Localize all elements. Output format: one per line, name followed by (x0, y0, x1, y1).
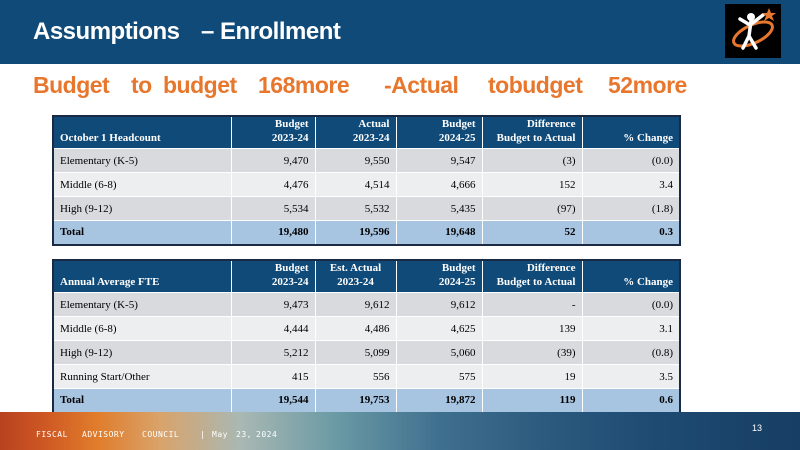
table-cell: 9,547 (395, 148, 483, 173)
table-cell: (0.0) (581, 148, 681, 173)
row-label: High (9-12) (52, 340, 232, 365)
column-header: % Change (581, 259, 681, 293)
subtitle-word: 52more (608, 72, 687, 98)
table-cell: 4,514 (314, 172, 397, 197)
subtitle-word: tobudget (488, 72, 583, 98)
table-cell: 152 (481, 172, 583, 197)
column-header: Est. Actual 2023-24 (314, 259, 397, 293)
title-bar (0, 0, 800, 64)
table-cell: 5,099 (314, 340, 397, 365)
table-cell: 556 (314, 364, 397, 389)
table-cell: 5,534 (230, 196, 316, 221)
column-header: Difference Budget to Actual (481, 259, 583, 293)
row-label: Total (52, 220, 232, 245)
table-cell: 9,550 (314, 148, 397, 173)
table-total-row: Total 19,480 19,596 19,648 52 0.3 (52, 220, 681, 245)
column-header: Annual Average FTE (52, 259, 232, 293)
table-cell: 575 (395, 364, 483, 389)
table-cell: 3.4 (581, 172, 681, 197)
subtitle-word: Budget (33, 72, 110, 98)
table-cell: 5,212 (230, 340, 316, 365)
table-row: High (9-12) 5,534 5,532 5,435 (97) (1.8) (52, 196, 681, 221)
table-cell: 5,532 (314, 196, 397, 221)
column-header: October 1 Headcount (52, 115, 232, 149)
table-cell: 4,444 (230, 316, 316, 341)
table-cell: 9,473 (230, 292, 316, 317)
row-label: Running Start/Other (52, 364, 232, 389)
table-cell: (0.0) (581, 292, 681, 317)
row-label: Middle (6-8) (52, 316, 232, 341)
footer-text: 23, (236, 430, 252, 439)
table-cell: (97) (481, 196, 583, 221)
row-label: Elementary (K-5) (52, 148, 232, 173)
fte-table: Annual Average FTE Budget 2023-24 Est. Ac… (52, 259, 681, 414)
column-header: % Change (581, 115, 681, 149)
column-header: Budget 2024-25 (395, 115, 483, 149)
column-header: Budget 2023-24 (230, 115, 316, 149)
row-label: Elementary (K-5) (52, 292, 232, 317)
table-total-row: Total 19,544 19,753 19,872 119 0.6 (52, 388, 681, 413)
table-cell: 4,625 (395, 316, 483, 341)
district-logo (725, 4, 781, 58)
column-header: Budget 2024-25 (395, 259, 483, 293)
slide-title-suffix: – Enrollment (201, 18, 341, 45)
table-cell: (1.8) (581, 196, 681, 221)
table-cell: 19,544 (230, 388, 316, 413)
slide-title: Assumptions (33, 18, 180, 45)
row-label: Middle (6-8) (52, 172, 232, 197)
table-cell: 19,753 (314, 388, 397, 413)
table-cell: (3) (481, 148, 583, 173)
table-cell: - (481, 292, 583, 317)
row-label: High (9-12) (52, 196, 232, 221)
table-cell: 19 (481, 364, 583, 389)
table-cell: 52 (481, 220, 583, 245)
table-cell: 4,476 (230, 172, 316, 197)
table-cell: 19,872 (395, 388, 483, 413)
footer-band (0, 412, 800, 450)
column-header: Actual 2023-24 (314, 115, 397, 149)
table-cell: 119 (481, 388, 583, 413)
table-cell: 9,612 (314, 292, 397, 317)
table-cell: 5,435 (395, 196, 483, 221)
footer-text: 2024 (256, 430, 278, 439)
table-cell: 0.6 (581, 388, 681, 413)
table-row: High (9-12) 5,212 5,099 5,060 (39) (0.8) (52, 340, 681, 365)
table-cell: 3.1 (581, 316, 681, 341)
row-label: Total (52, 388, 232, 413)
table-cell: 0.3 (581, 220, 681, 245)
table-row: Middle (6-8) 4,476 4,514 4,666 152 3.4 (52, 172, 681, 197)
table-cell: 139 (481, 316, 583, 341)
table-row: Elementary (K-5) 9,473 9,612 9,612 - (0.… (52, 292, 681, 317)
table-row: Running Start/Other 415 556 575 19 3.5 (52, 364, 681, 389)
table-header-row: October 1 Headcount Budget 2023-24 Actual… (52, 115, 681, 149)
column-header: Difference Budget to Actual (481, 115, 583, 149)
table-header-row: Annual Average FTE Budget 2023-24 Est. Ac… (52, 259, 681, 293)
table-cell: 4,486 (314, 316, 397, 341)
subtitle-word: -Actual (384, 72, 459, 98)
table-cell: 4,666 (395, 172, 483, 197)
column-header: Budget 2023-24 (230, 259, 316, 293)
table-cell: (39) (481, 340, 583, 365)
footer-text: FISCAL (36, 430, 68, 439)
table-cell: 5,060 (395, 340, 483, 365)
table-cell: 19,648 (395, 220, 483, 245)
footer-text: ADVISORY (82, 430, 125, 439)
page-number: 13 (752, 423, 763, 433)
subtitle-word: to (131, 72, 152, 98)
footer-text: May (212, 430, 228, 439)
footer-text: COUNCIL (142, 430, 180, 439)
headcount-table: October 1 Headcount Budget 2023-24 Actual… (52, 115, 681, 246)
table-cell: 19,480 (230, 220, 316, 245)
table-cell: 9,470 (230, 148, 316, 173)
table-row: Elementary (K-5) 9,470 9,550 9,547 (3) (… (52, 148, 681, 173)
subtitle-word: budget (163, 72, 237, 98)
table-cell: 3.5 (581, 364, 681, 389)
table-row: Middle (6-8) 4,444 4,486 4,625 139 3.1 (52, 316, 681, 341)
table-cell: 19,596 (314, 220, 397, 245)
footer-separator: | (200, 430, 206, 439)
subtitle-word: 168more (258, 72, 350, 98)
table-cell: (0.8) (581, 340, 681, 365)
table-cell: 415 (230, 364, 316, 389)
table-cell: 9,612 (395, 292, 483, 317)
